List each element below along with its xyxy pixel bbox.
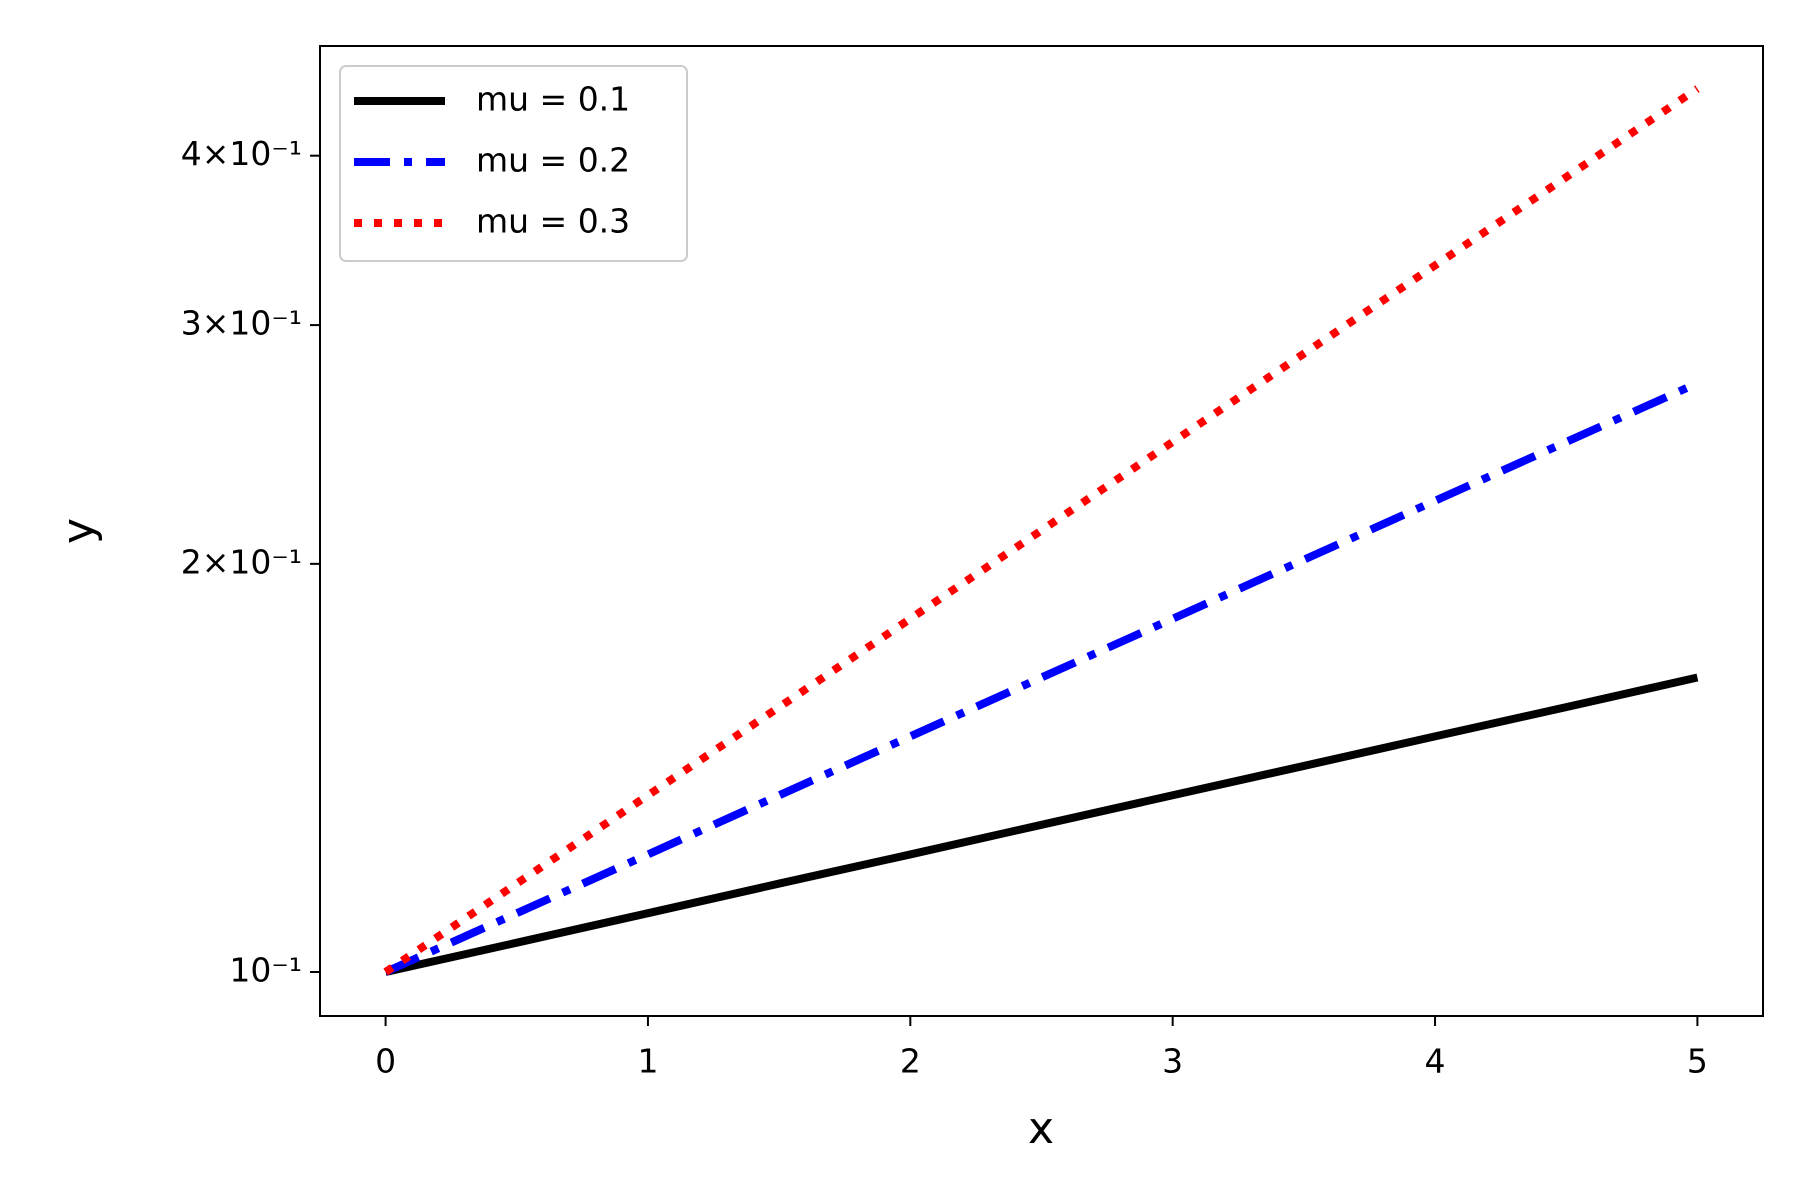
y-tick-label: 3×10⁻¹ <box>181 304 302 343</box>
legend-label: mu = 0.3 <box>476 202 630 241</box>
legend-label: mu = 0.1 <box>476 80 630 119</box>
x-tick-label: 3 <box>1162 1042 1183 1081</box>
line-series <box>383 85 1700 976</box>
y-tick-label: 2×10⁻¹ <box>181 542 302 581</box>
x-tick-label: 2 <box>900 1042 921 1081</box>
legend-label: mu = 0.2 <box>476 141 630 180</box>
legend-box <box>339 65 688 262</box>
x-tick-label: 4 <box>1425 1042 1446 1081</box>
x-tick-label: 5 <box>1687 1042 1708 1081</box>
plot-frame <box>319 45 1764 1017</box>
x-tick-label: 1 <box>637 1042 658 1081</box>
x-tick-label: 0 <box>375 1042 396 1081</box>
line-series <box>383 379 1700 976</box>
y-tick-label: 10⁻¹ <box>229 950 302 989</box>
y-axis-label: y <box>53 518 104 544</box>
y-tick-label: 4×10⁻¹ <box>181 134 302 173</box>
line-series <box>384 673 1699 976</box>
x-axis-label: x <box>1028 1103 1054 1154</box>
